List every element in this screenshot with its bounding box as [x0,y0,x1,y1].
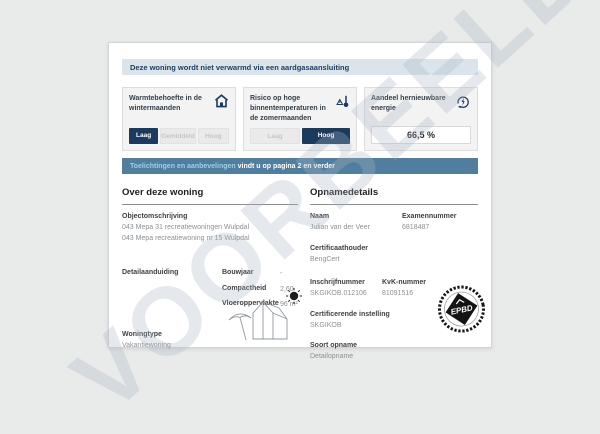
compactheid-label: Compactheid [222,284,267,292]
inschrijfnummer-value: SKGIKOB.012106 [310,289,367,297]
soort-opname-label: Soort opname [310,342,358,350]
certificaathouder-field: Certificaathouder BengCert [310,245,368,266]
risico-scale: Laag Hoog [250,128,350,144]
woningtype-label: Woningtype [122,331,162,339]
certificaathouder-label: Certificaathouder [310,244,368,252]
objectomschrijving-line: 043 Mepa 31 recreatiewoningen Wulpdal [122,224,250,231]
toelichting-info-bar: Toelichtingen en aanbevelingen vindt u o… [122,158,478,174]
kvk-value: 81091516 [382,289,414,297]
objectomschrijving-line: 043 Mepa recreatiewoning nr 15 Wulpdal [122,234,250,242]
woningtype-value: Vakantiewoning [122,342,171,350]
section-heading: Over deze woning [122,187,204,198]
woningtype-block: Woningtype Vakantiewoning [122,331,298,352]
detail-columns: Over deze woning Objectomschrijving 043 … [122,187,478,374]
detailaanduiding-row: Detailaanduiding Bouwjaar - Compactheid … [122,269,298,317]
desktop-background: { "banner_text": "Deze woning wordt niet… [52,0,600,433]
panel-title: Risico op hoge binnentemperaturen in de … [250,95,326,122]
sun-icon [286,288,302,304]
objectomschrijving-label: Objectomschrijving [122,213,188,220]
panel-warmtebehoefte: Warmtebehoefte in de wintermaanden Laag … [122,87,236,151]
soort-opname-row: Soort opname Detailopname [310,342,478,363]
indicator-laag: Laag [250,128,300,144]
examennummer-value: 6818487 [402,224,430,231]
inschrijf-kvk-row: Inschrijfnummer SKGIKOB.012106 KvK-numme… [310,279,478,300]
certificaathouder-value: BengCert [310,255,340,263]
kvk-field: KvK-nummer 81091516 [382,279,426,300]
soort-opname-value: Detailopname [310,353,354,361]
naam-examen-row: Naam Julian van der Veer Examennummer 68… [310,213,478,234]
detail-pair: Vloeroppervlakte 96 m² [222,300,298,311]
energy-label-document: Deze woning wordt niet verwarmd via een … [108,42,494,360]
certificaathouder-row: Certificaathouder BengCert [310,245,478,266]
panel-title: Aandeel hernieuwbare energie [371,95,446,112]
kvk-label: KvK-nummer [382,278,426,286]
detail-values: Bouwjaar - Compactheid 2,60 Vloeroppervl… [222,269,298,317]
gas-connection-banner: Deze woning wordt niet verwarmd via een … [122,59,478,75]
inschrijfnummer-field: Inschrijfnummer SKGIKOB.012106 [310,279,382,300]
examennummer-label: Examennummer [402,213,457,220]
section-divider [310,204,478,205]
thermometer-warning-icon [336,94,350,113]
house-illustration [223,287,305,352]
soort-opname-field: Soort opname Detailopname [310,342,357,363]
bouwjaar-label: Bouwjaar [222,268,254,276]
indicator-gemiddeld: Gemiddeld [160,128,196,144]
panel-title: Warmtebehoefte in de wintermaanden [129,95,202,112]
info-bar-highlight: Toelichtingen en aanbevelingen [130,162,236,170]
indicator-panels: Warmtebehoefte in de wintermaanden Laag … [122,87,478,151]
certificerende-instelling-label: Certificerende instelling [310,310,390,318]
bouwjaar-value: - [280,269,283,277]
naam-label: Naam [310,213,330,220]
detail-pair: Compactheid 2,60 [222,285,298,296]
certificerende-instelling-value: SKGIKOB [310,321,342,329]
instelling-row: Certificerende instelling SKGIKOB [310,311,478,332]
banner-text: Deze woning wordt niet verwarmd via een … [130,62,350,72]
warmtebehoefte-scale: Laag Gemiddeld Hoog [129,128,229,144]
info-bar-rest: vindt u op pagina 2 en verder [235,162,335,170]
section-over-deze-woning: Over deze woning Objectomschrijving 043 … [122,187,298,374]
compactheid-value: 2,60 [280,285,294,293]
panel-hernieuwbare-energie: Aandeel hernieuwbare energie 66,5 % [364,87,478,151]
indicator-hoog-selected: Hoog [302,128,350,144]
section-divider [122,204,298,205]
detail-pair: Bouwjaar - [222,269,298,280]
inschrijfnummer-label: Inschrijfnummer [310,278,365,286]
section-heading: Opnamedetails [310,187,379,198]
naam-value: Julian van der Veer [310,224,370,231]
section-opnamedetails: Opnamedetails Naam Julian van der Veer E… [310,187,478,374]
indicator-laag-selected: Laag [129,128,159,144]
renewable-energy-value: 66,5 % [371,126,471,144]
panel-risico-binnentemperatuur: Risico op hoge binnentemperaturen in de … [243,87,357,151]
indicator-hoog: Hoog [197,128,229,144]
epbd-seal: EPBD [430,276,494,346]
detailaanduiding-label: Detailaanduiding [122,268,179,276]
examennummer-field: Examennummer 6818487 [402,213,456,234]
certificerende-instelling-field: Certificerende instelling SKGIKOB [310,311,390,332]
vloeroppervlakte-value: 96 m² [280,301,298,309]
naam-field: Naam Julian van der Veer [310,213,402,234]
house-icon [214,94,229,113]
renewable-energy-icon [455,94,471,115]
vloeroppervlakte-label: Vloeroppervlakte [222,300,279,308]
